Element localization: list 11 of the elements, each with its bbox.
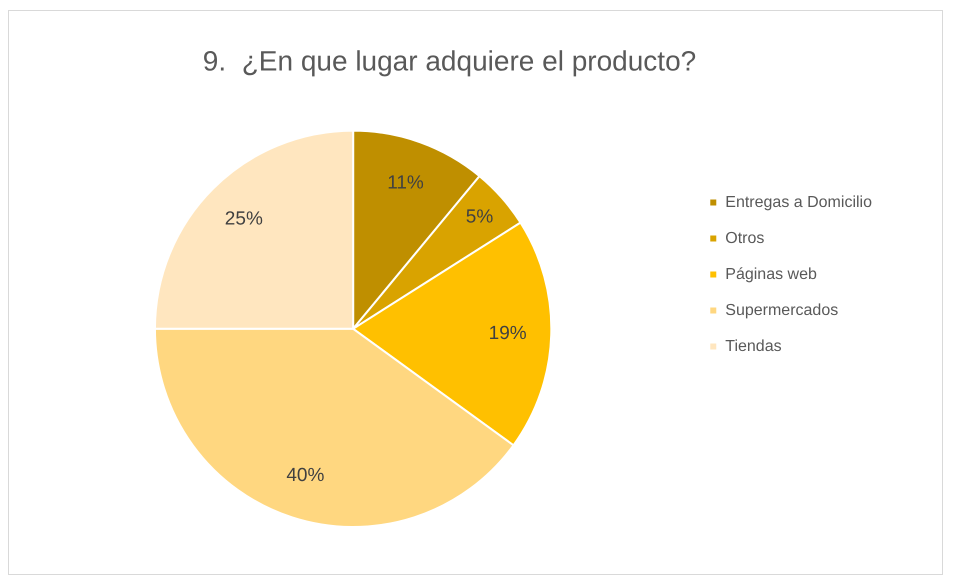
legend-label: Supermercados <box>725 302 838 319</box>
data-label: 5% <box>466 206 494 228</box>
data-label: 11% <box>387 172 424 194</box>
legend-label: Tiendas <box>725 338 782 355</box>
data-label: 19% <box>488 322 527 344</box>
data-label: 25% <box>224 208 263 230</box>
legend-label: Páginas web <box>725 266 817 283</box>
data-label: 40% <box>286 465 324 486</box>
chart-title: 9. ¿En que lugar adquiere el producto? <box>202 46 696 77</box>
legend-label: Entregas a Domicilio <box>725 194 872 211</box>
legend-label: Otros <box>725 230 764 247</box>
